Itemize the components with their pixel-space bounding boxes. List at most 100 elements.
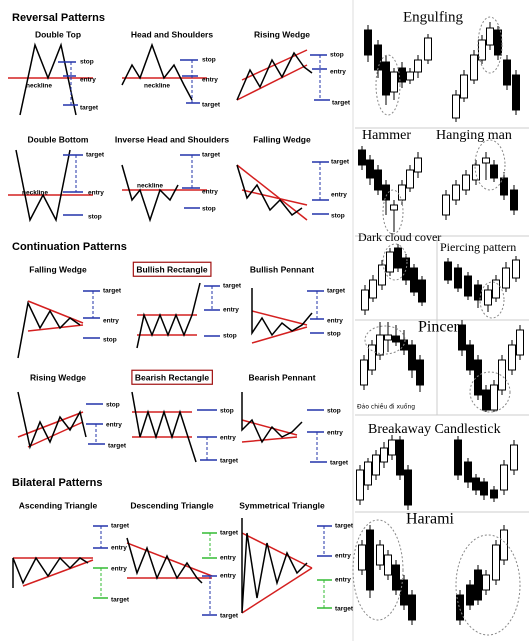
candle	[361, 289, 369, 311]
candle	[374, 44, 382, 71]
level-label: target	[335, 523, 354, 530]
level-label: entry	[80, 77, 96, 84]
highlight	[455, 534, 521, 636]
candle	[466, 344, 474, 371]
level-label: stop	[331, 213, 345, 220]
candle	[474, 359, 482, 396]
candle	[452, 94, 460, 119]
level-label: target	[111, 523, 130, 530]
candle	[482, 389, 490, 411]
level-label: entry	[88, 190, 104, 197]
candle	[482, 574, 490, 591]
candle	[512, 74, 520, 111]
pattern-name: Bearish Pennant	[248, 372, 315, 382]
candle	[360, 359, 368, 386]
candle	[442, 194, 450, 216]
candle	[490, 164, 498, 179]
candle	[369, 279, 377, 299]
trend-line	[251, 310, 308, 326]
level-label: entry	[327, 318, 343, 325]
level-label: target	[220, 613, 239, 620]
candle	[474, 284, 482, 301]
pattern-name: Symmetrical Triangle	[239, 500, 325, 510]
candle	[392, 335, 400, 343]
candle	[390, 204, 398, 211]
trend-line	[17, 411, 84, 438]
level-label: stop	[220, 408, 234, 415]
trend-line	[241, 436, 298, 443]
candle	[502, 267, 510, 289]
candle	[398, 184, 406, 201]
price-path	[121, 164, 179, 223]
candle	[500, 177, 508, 196]
candle	[402, 257, 410, 281]
candle	[464, 275, 472, 297]
candle	[386, 251, 394, 273]
candle	[368, 344, 376, 371]
level-label: neckline	[144, 83, 170, 90]
highlight	[474, 139, 506, 191]
highlight	[477, 16, 503, 74]
candle	[394, 247, 402, 269]
pattern-name: Ascending Triangle	[19, 500, 98, 510]
candle	[456, 594, 464, 621]
pattern-name: Bullish Rectangle	[136, 264, 208, 274]
trend-line	[236, 164, 308, 221]
trend-line	[241, 532, 313, 569]
candle-title: Breakaway Candlestick	[368, 422, 501, 437]
candle	[508, 344, 516, 371]
candle	[458, 324, 466, 351]
candle	[356, 469, 364, 501]
candle	[406, 71, 414, 81]
candle	[358, 544, 366, 571]
candle	[462, 174, 470, 191]
level-label: stop	[88, 214, 102, 221]
candle	[510, 444, 518, 471]
level-label: neckline	[26, 83, 52, 90]
level-label: entry	[220, 555, 236, 562]
candle	[382, 184, 390, 201]
level-label: target	[332, 100, 351, 107]
section-title: Reversal Patterns	[12, 12, 105, 24]
candle	[500, 529, 508, 561]
level-label: stop	[202, 57, 216, 64]
level-label: stop	[327, 331, 341, 338]
candle	[470, 54, 478, 81]
candle	[472, 164, 480, 181]
level-label: entry	[335, 577, 351, 584]
name-box	[131, 369, 213, 385]
candle	[454, 267, 462, 289]
trend-line	[27, 421, 84, 448]
candle	[400, 579, 408, 606]
price-path	[17, 391, 87, 450]
candle	[484, 289, 492, 306]
pattern-name: Descending Triangle	[130, 500, 213, 510]
candle	[474, 569, 482, 601]
candle	[378, 264, 386, 286]
candle	[492, 544, 500, 581]
candle-title: Engulfing	[403, 9, 463, 25]
level-label: entry	[335, 553, 351, 560]
candle	[464, 461, 472, 483]
candle	[480, 481, 488, 496]
trend-line	[126, 542, 213, 577]
level-label: target	[327, 288, 346, 295]
level-label: entry	[111, 545, 127, 552]
highlight	[364, 325, 406, 355]
pattern-name: Double Top	[35, 29, 81, 39]
candle	[494, 29, 502, 56]
price-path	[126, 537, 203, 584]
level-label: target	[202, 152, 221, 159]
pattern-name: Bearish Rectangle	[135, 372, 209, 382]
name-box	[132, 261, 212, 277]
level-label: stop	[223, 333, 237, 340]
pattern-name: Falling Wedge	[29, 264, 87, 274]
price-path	[241, 518, 308, 614]
candle	[366, 529, 374, 591]
price-path	[121, 42, 193, 101]
level-label: neckline	[137, 183, 163, 190]
pattern-name: Falling Wedge	[253, 134, 311, 144]
candle	[410, 267, 418, 293]
level-label: target	[86, 152, 105, 159]
